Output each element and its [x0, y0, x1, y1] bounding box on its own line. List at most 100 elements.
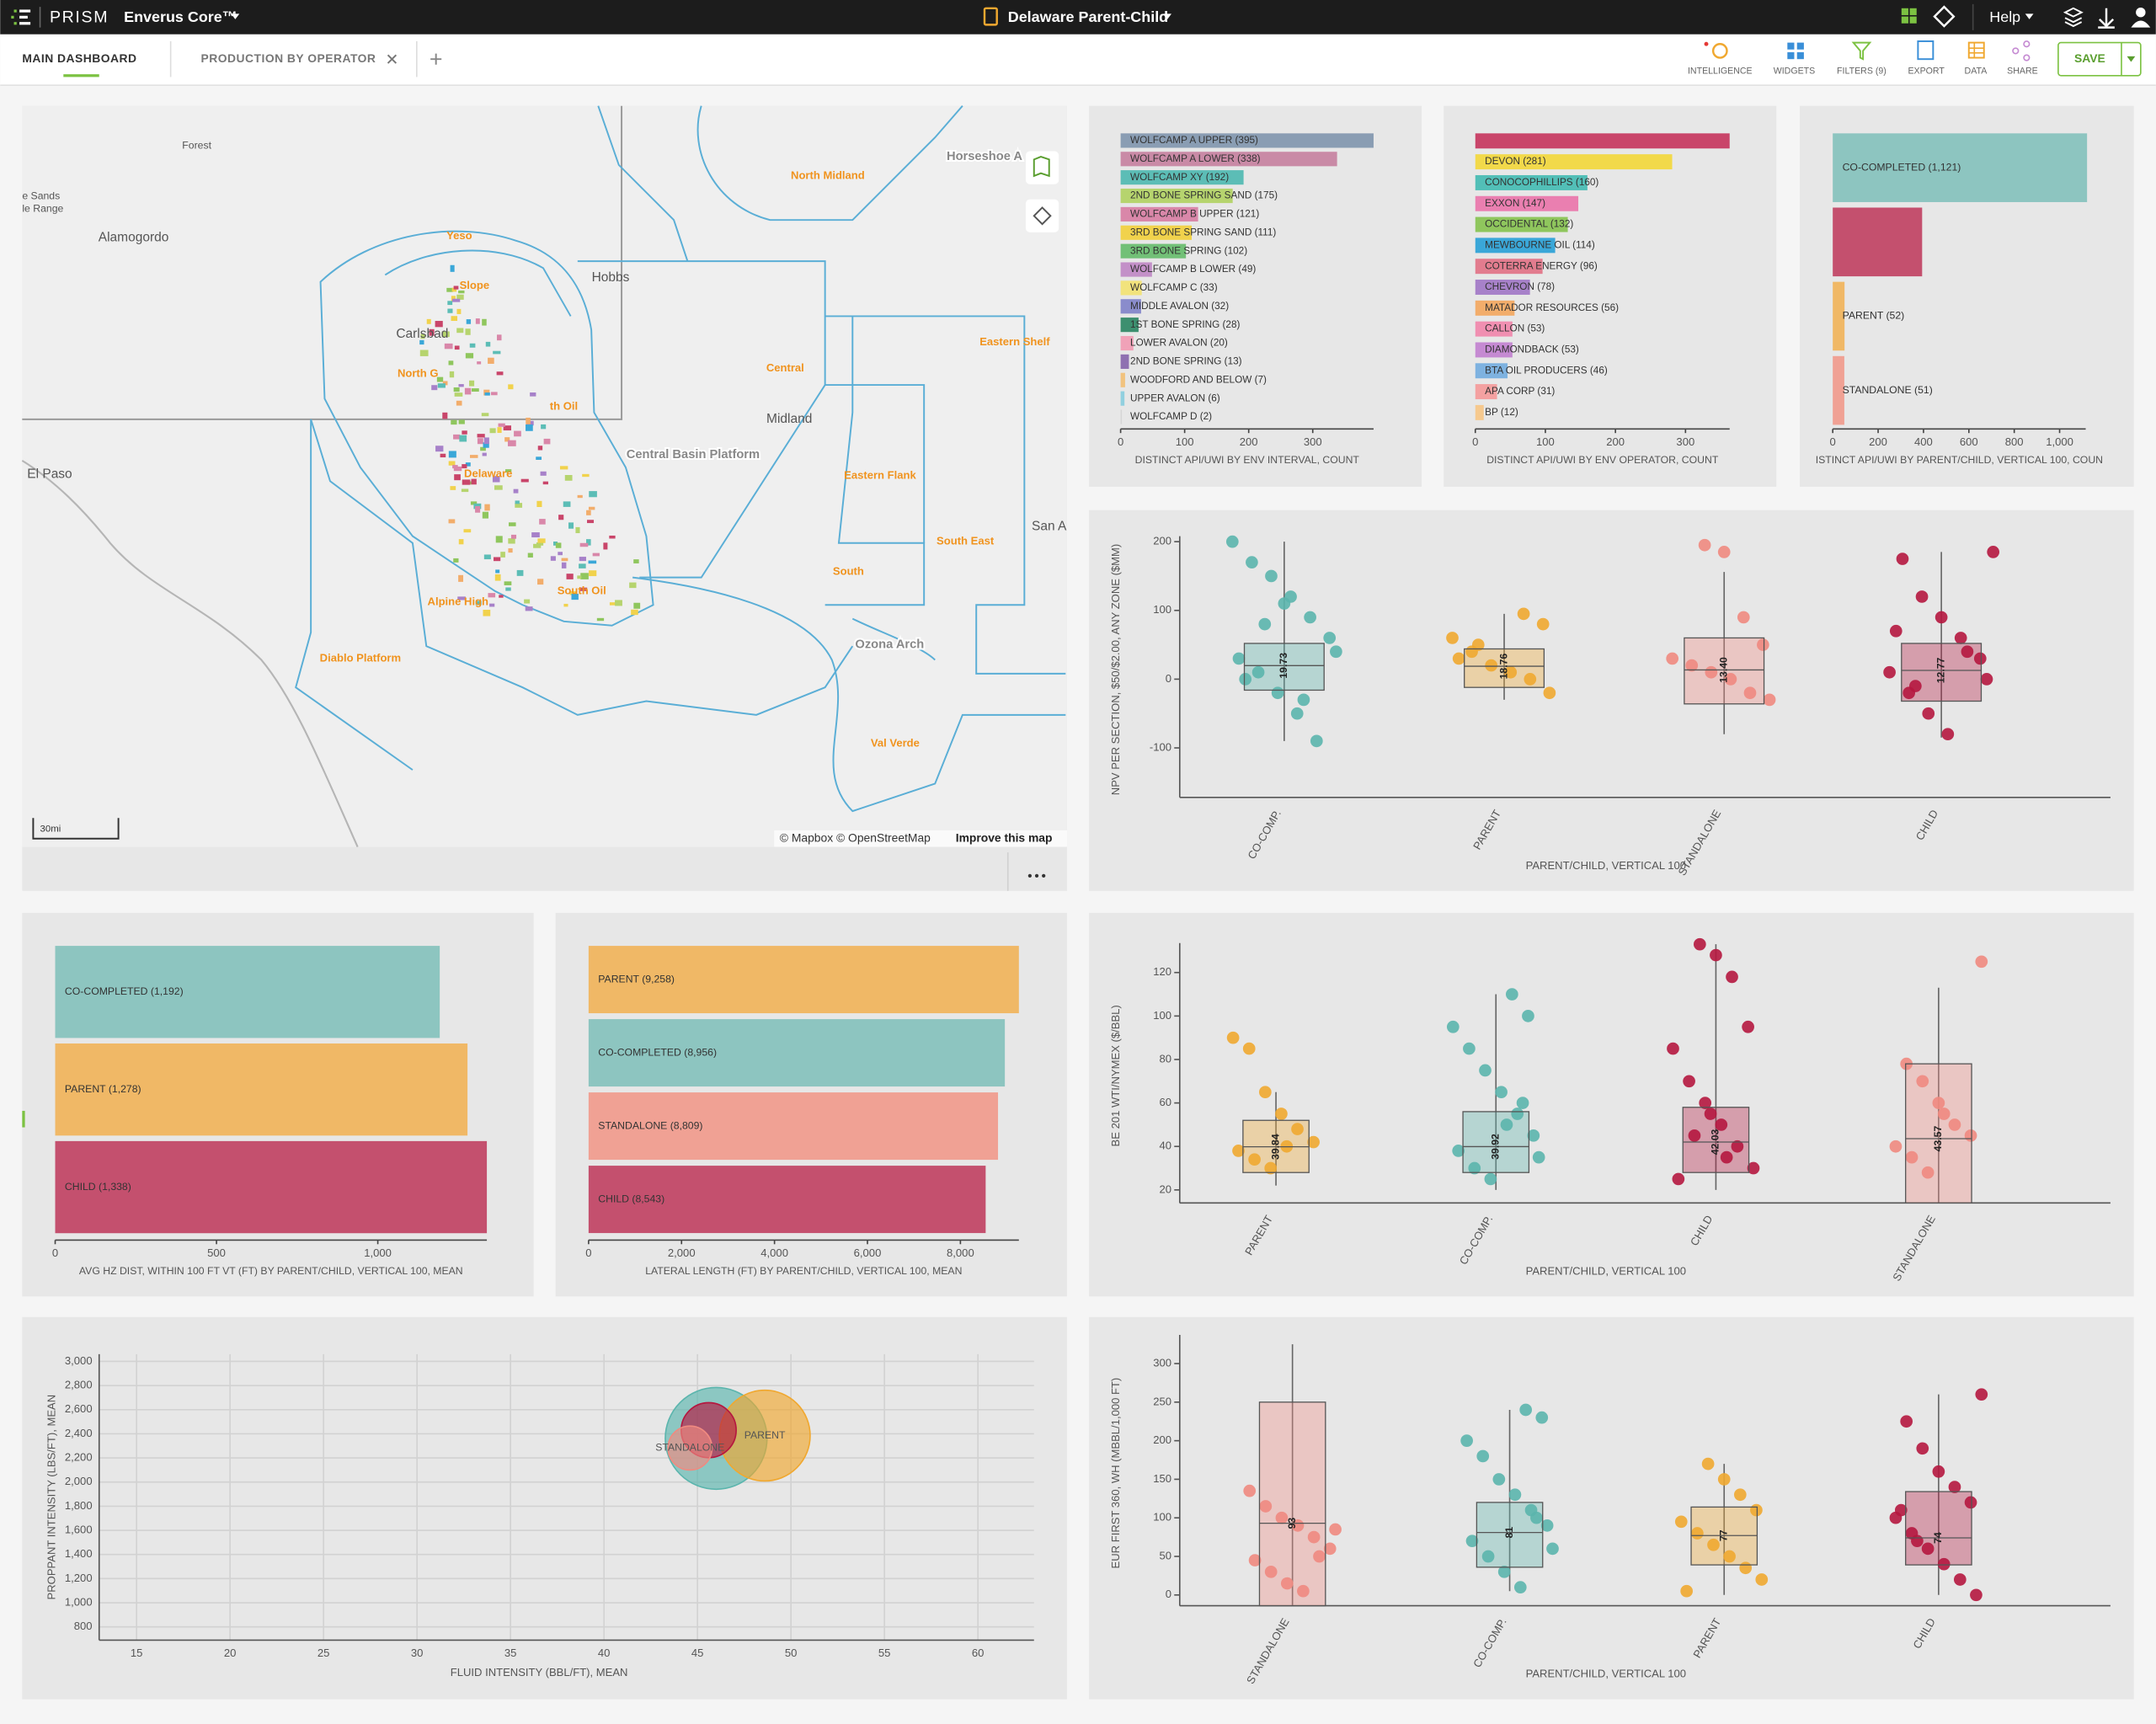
bar-label: WOLFCAMP B LOWER (49)	[1130, 264, 1256, 275]
help-menu[interactable]: Help	[1989, 8, 2020, 25]
bar-label: CHILD (8,543)	[598, 1193, 664, 1204]
bar	[1833, 281, 1845, 351]
well-marker	[563, 603, 568, 607]
caret[interactable]	[2127, 56, 2136, 62]
data-point	[1932, 1465, 1945, 1478]
box	[1901, 643, 1983, 702]
map[interactable]: Forest Horseshoe A North Midland e Sands…	[21, 105, 1067, 891]
well-marker	[504, 581, 512, 585]
data-point	[1481, 1550, 1495, 1563]
well-marker	[497, 427, 502, 434]
bubble-label: STANDALONE	[655, 1442, 724, 1454]
toolbar-button[interactable]: DATA	[1965, 67, 1988, 77]
well-marker	[488, 357, 494, 364]
bar-label: EXXON (147)	[1485, 198, 1545, 209]
well-marker	[580, 587, 588, 591]
scale-label: 30mi	[40, 824, 61, 834]
y-tick-label: 120	[1153, 965, 1171, 978]
data-point	[1313, 1550, 1326, 1563]
data-point	[1693, 937, 1706, 951]
bar	[1120, 243, 1187, 259]
x-tick-label: 0	[1472, 435, 1478, 448]
well-marker	[514, 430, 521, 437]
y-tick-label: 2,800	[65, 1379, 93, 1391]
well-marker	[483, 437, 489, 445]
well-marker	[462, 464, 467, 469]
toolbar-button[interactable]: INTELLIGENCE	[1688, 67, 1753, 77]
well-marker	[493, 350, 501, 355]
data-point	[1915, 590, 1929, 603]
well-marker	[526, 424, 533, 431]
bar-label: MEWBOURNE OIL (114)	[1485, 239, 1595, 250]
bar	[1120, 280, 1142, 296]
y-tick-label: 0	[1166, 1588, 1171, 1600]
nav-icon[interactable]	[1933, 5, 1956, 28]
well-marker	[470, 455, 478, 458]
toolbar-button[interactable]: WIDGETS	[1774, 67, 1816, 77]
map-label: Ozona Arch	[855, 638, 924, 651]
tab[interactable]: PRODUCTION BY OPERATOR	[201, 51, 376, 65]
well-marker	[457, 596, 466, 600]
bar-label: LOWER AVALON (20)	[1130, 338, 1228, 349]
map-control[interactable]	[1025, 199, 1059, 232]
y-tick-label: 100	[1153, 603, 1171, 616]
well-marker	[456, 308, 462, 314]
toolbar-button[interactable]: EXPORT	[1908, 67, 1945, 77]
map-label: th Oil	[550, 400, 578, 413]
bar-label: UPPER AVALON (6)	[1130, 392, 1220, 403]
well-marker	[496, 371, 504, 376]
product-menu[interactable]: Enverus Core™	[124, 8, 237, 25]
data-point	[1909, 680, 1922, 692]
add-tab[interactable]	[430, 53, 442, 65]
well-marker	[564, 475, 573, 481]
bar	[1120, 372, 1125, 387]
save-label[interactable]: SAVE	[2074, 51, 2105, 65]
improve-map-link[interactable]: Improve this map	[956, 830, 1053, 844]
well-marker	[542, 481, 548, 485]
well-marker	[499, 595, 504, 598]
bar	[1833, 133, 2088, 202]
box	[1464, 648, 1545, 688]
project-menu[interactable]: Delaware Parent-Child	[1008, 8, 1168, 25]
box	[1258, 1401, 1326, 1607]
layers-icon[interactable]	[2063, 7, 2084, 28]
well-marker	[454, 474, 461, 481]
data-point	[1297, 693, 1310, 707]
save-button[interactable]	[2057, 41, 2142, 77]
user-icon[interactable]	[2131, 7, 2151, 28]
x-tick-label: 4,000	[760, 1246, 788, 1259]
data-point	[1495, 1086, 1508, 1099]
y-tick-label: 20	[1159, 1182, 1171, 1195]
data-point	[1715, 1118, 1728, 1131]
close-tab[interactable]	[387, 54, 398, 64]
x-tick-label: 200	[1606, 435, 1625, 448]
bar-label: PARENT (52)	[1843, 310, 1905, 322]
map-label: Central Basin Platform	[627, 448, 760, 462]
bar-label: CHEVRON (78)	[1485, 281, 1555, 292]
map-label: le Range	[22, 202, 63, 214]
more-menu[interactable]	[1027, 873, 1046, 878]
resize-handle[interactable]	[22, 1110, 25, 1128]
well-marker	[485, 341, 491, 347]
toolbar-button[interactable]: SHARE	[2007, 67, 2038, 77]
y-tick-label: 250	[1153, 1395, 1171, 1407]
bar	[1475, 259, 1543, 275]
well-marker	[480, 446, 486, 451]
y-tick-label: 1,600	[65, 1524, 93, 1536]
toolbar-button[interactable]: FILTERS (9)	[1837, 67, 1886, 77]
data-point	[1964, 1496, 1977, 1509]
data-point	[1278, 597, 1291, 610]
well-marker	[466, 319, 472, 324]
well-marker	[540, 471, 547, 476]
y-axis-title: BE 201 WTI/NYMEX ($/BBL)	[1109, 1005, 1122, 1146]
layout-icon[interactable]	[1901, 8, 1917, 24]
bar	[1120, 391, 1125, 406]
data-point	[1492, 1473, 1506, 1486]
data-point	[1973, 652, 1987, 665]
well-marker	[482, 452, 487, 456]
data-point	[1691, 1527, 1704, 1540]
tab[interactable]: MAIN DASHBOARD	[22, 51, 136, 65]
data-point	[1755, 1573, 1769, 1586]
download-icon[interactable]	[2098, 8, 2115, 29]
map-control[interactable]	[1025, 151, 1059, 184]
